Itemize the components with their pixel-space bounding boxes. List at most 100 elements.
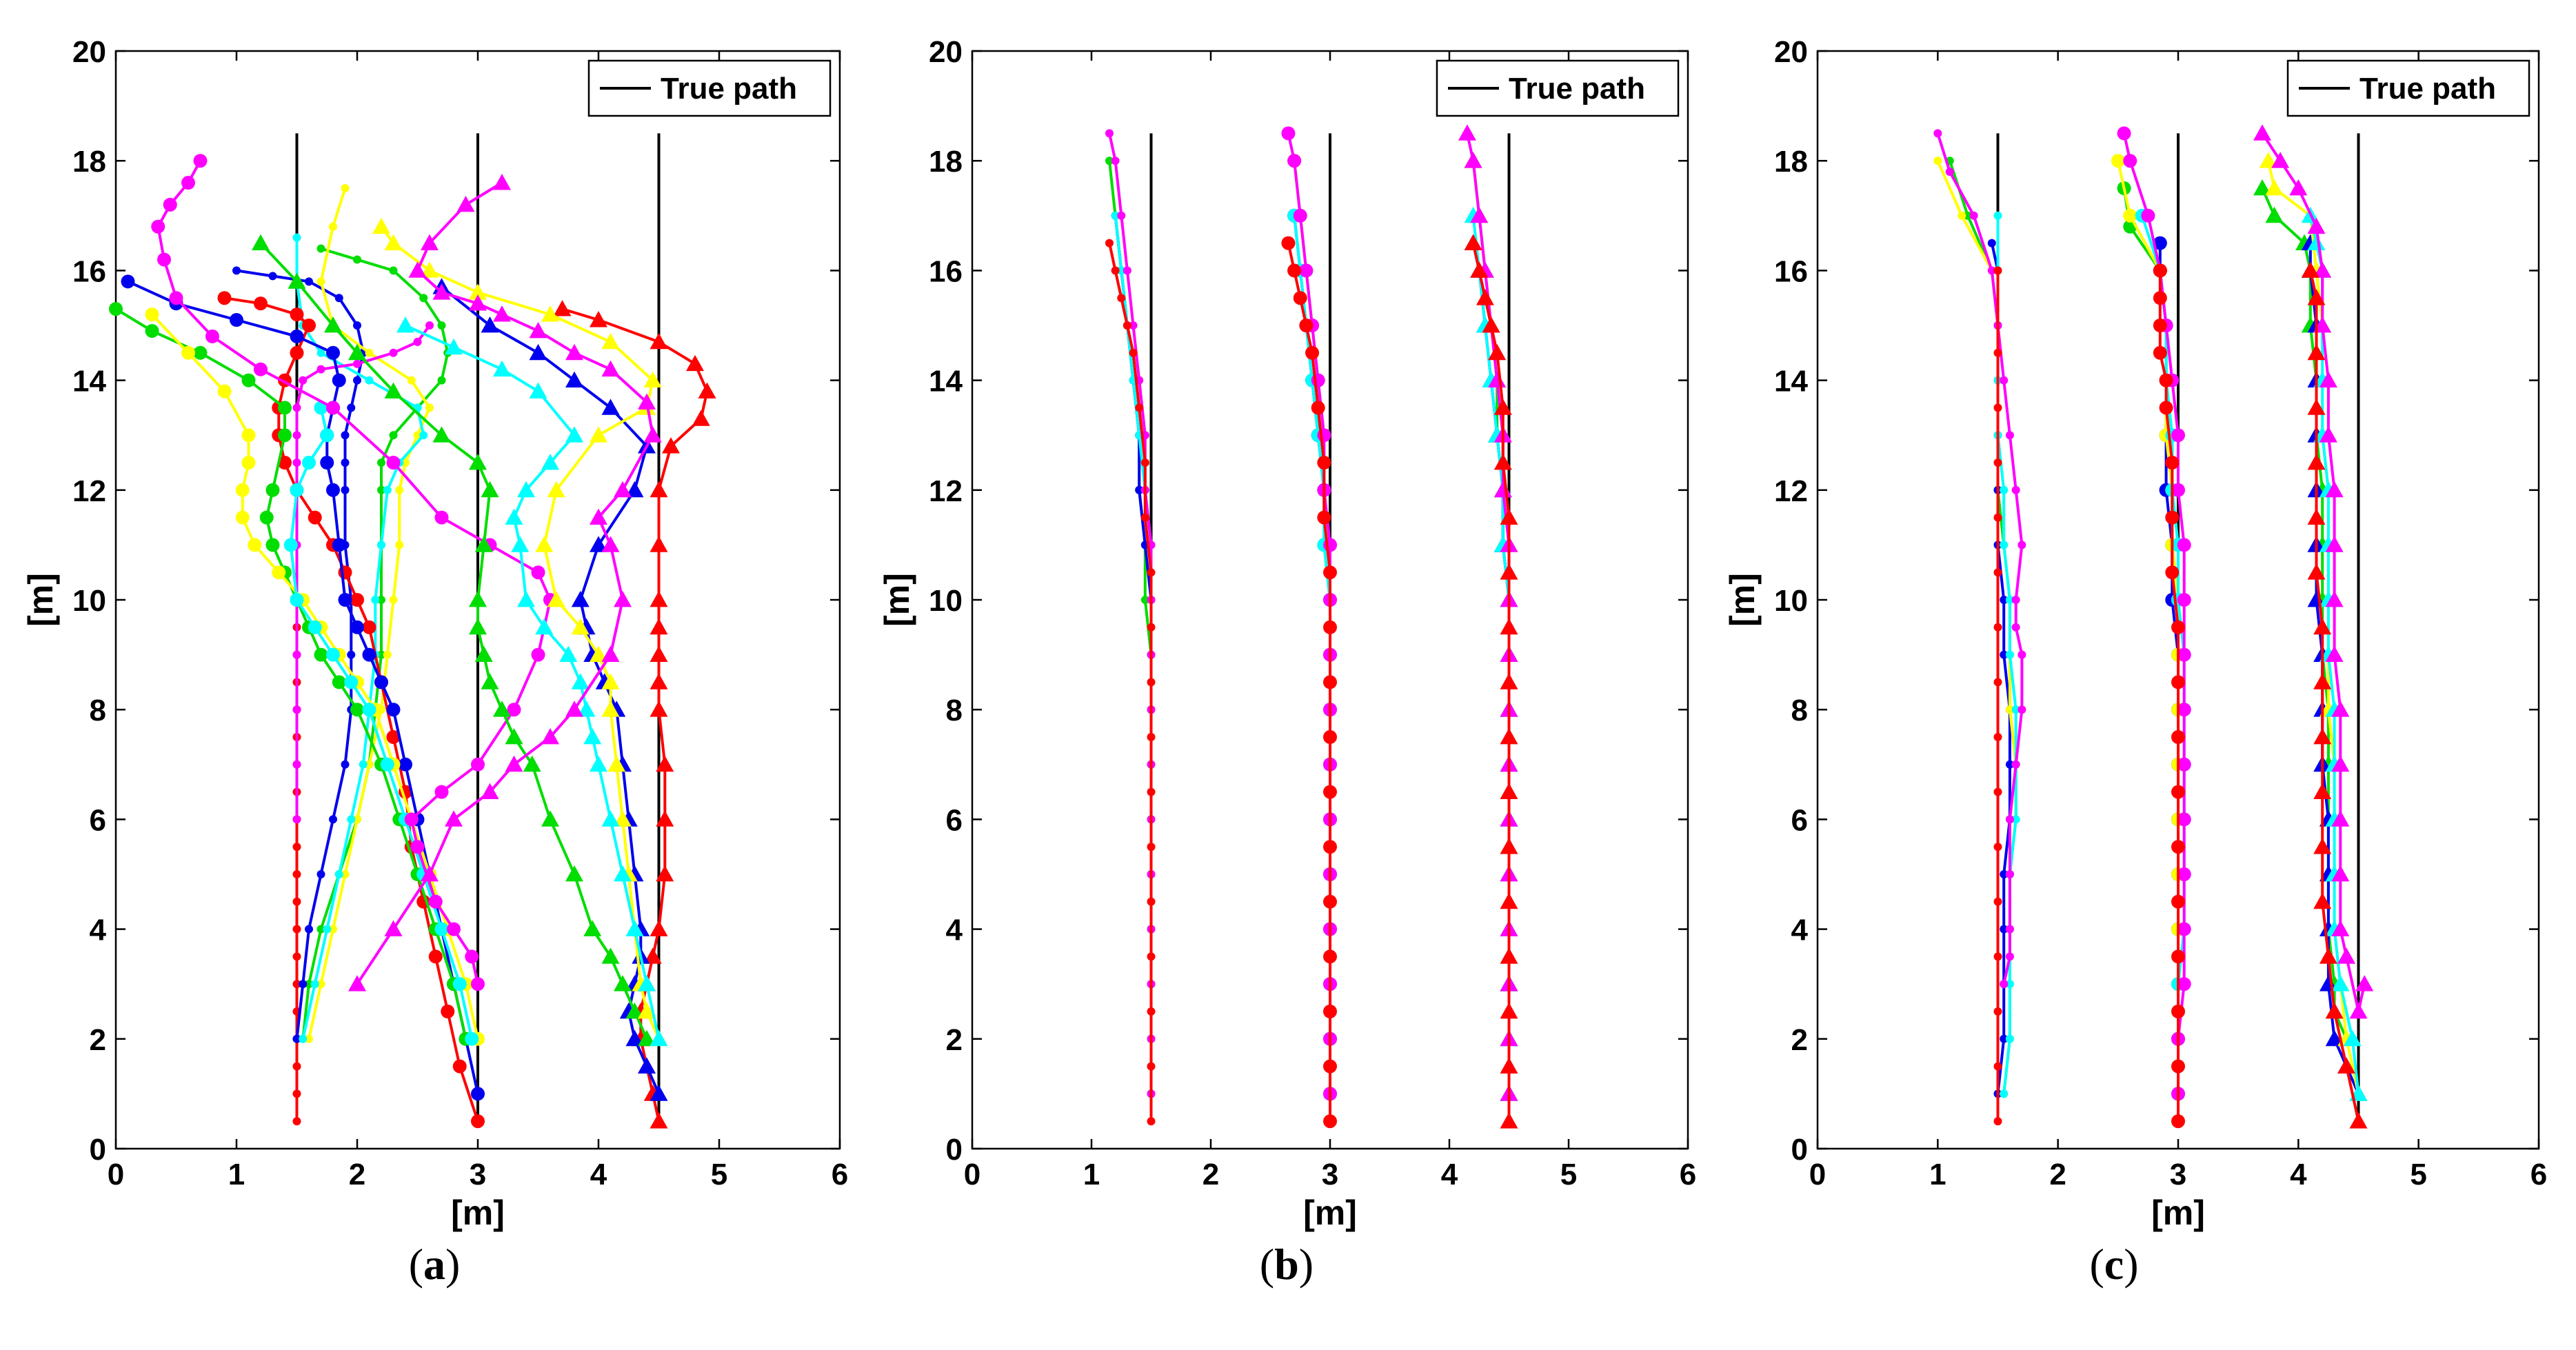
data-point [638, 1057, 656, 1074]
data-point [2307, 508, 2326, 525]
data-point [181, 345, 195, 360]
data-point [329, 815, 337, 824]
data-point [121, 274, 135, 289]
data-point [283, 538, 298, 552]
data-point [425, 321, 434, 330]
data-point [2319, 371, 2337, 387]
data-point [1993, 1007, 2002, 1016]
data-point [380, 757, 394, 772]
data-point [2171, 840, 2185, 854]
y-axis-label: [m] [21, 573, 60, 627]
data-point [377, 541, 385, 550]
data-point [2000, 1034, 2009, 1043]
data-point [590, 645, 607, 662]
data-point [1993, 459, 2002, 467]
data-point [169, 291, 183, 305]
data-point [1323, 1114, 1337, 1129]
data-point [332, 675, 346, 689]
data-point [205, 329, 219, 343]
data-point [1500, 1112, 1518, 1129]
data-point [625, 1029, 644, 1047]
data-point [614, 975, 632, 991]
data-point [2307, 217, 2326, 234]
data-point [2301, 261, 2320, 278]
y-tick-label: 8 [1791, 694, 1808, 727]
data-point [151, 219, 165, 234]
data-point [1500, 728, 1518, 745]
data-point [252, 234, 270, 250]
data-point [377, 459, 385, 467]
data-point [1993, 678, 2002, 687]
x-tick-label: 4 [590, 1158, 607, 1191]
data-point [324, 316, 342, 333]
data-point [2313, 728, 2332, 745]
data-point [145, 323, 159, 338]
data-point [341, 184, 350, 192]
data-point [290, 345, 304, 360]
data-point [2177, 703, 2191, 717]
data-point [2165, 456, 2180, 470]
data-point [344, 675, 359, 689]
data-point [2159, 373, 2173, 387]
x-tick-label: 0 [1809, 1158, 1826, 1191]
data-point [2325, 1029, 2344, 1047]
data-point [389, 431, 398, 440]
data-point [314, 647, 328, 662]
data-point [601, 673, 620, 689]
y-tick-label: 0 [946, 1133, 963, 1167]
x-tick-label: 3 [470, 1158, 486, 1191]
data-point [1317, 510, 1331, 525]
data-point [2017, 705, 2026, 714]
data-point [1117, 294, 1126, 303]
data-point [2171, 949, 2185, 964]
data-point [541, 728, 559, 745]
data-point [1140, 596, 1149, 604]
data-point [401, 459, 410, 467]
data-point [410, 840, 425, 854]
data-point [2325, 1003, 2344, 1019]
y-tick-label: 0 [90, 1133, 106, 1167]
data-point [1323, 620, 1337, 634]
data-point [384, 234, 403, 250]
data-point [565, 371, 583, 387]
data-point [529, 321, 547, 339]
data-point [1500, 1057, 1518, 1074]
data-point [290, 308, 304, 322]
data-point [157, 252, 171, 267]
data-point [1287, 154, 1302, 168]
data-point [1987, 239, 1996, 248]
data-point [625, 920, 644, 936]
data-point [1500, 1003, 1518, 1019]
y-tick-label: 14 [1774, 365, 1808, 399]
data-point [1135, 403, 1144, 412]
data-point [1323, 1059, 1337, 1074]
data-point [389, 348, 398, 357]
data-point [2011, 760, 2020, 769]
data-point [308, 620, 322, 634]
data-point [353, 321, 361, 330]
data-point [193, 154, 208, 168]
data-point [493, 701, 511, 717]
data-point [650, 618, 668, 635]
data-point [353, 376, 361, 385]
data-point [662, 437, 680, 454]
data-point [2253, 124, 2272, 141]
data-point [656, 755, 674, 772]
data-point [2117, 126, 2131, 141]
data-point [2011, 815, 2020, 824]
data-point [1147, 787, 1156, 796]
data-point [638, 1029, 656, 1047]
data-point [254, 296, 268, 311]
data-point [601, 360, 620, 377]
data-point [329, 925, 337, 934]
data-point [374, 675, 388, 689]
data-point [2000, 541, 2009, 550]
data-point [1323, 894, 1337, 909]
data-point [565, 865, 583, 882]
data-point [1140, 513, 1149, 522]
y-tick-label: 12 [1774, 474, 1808, 508]
data-point [529, 343, 547, 361]
